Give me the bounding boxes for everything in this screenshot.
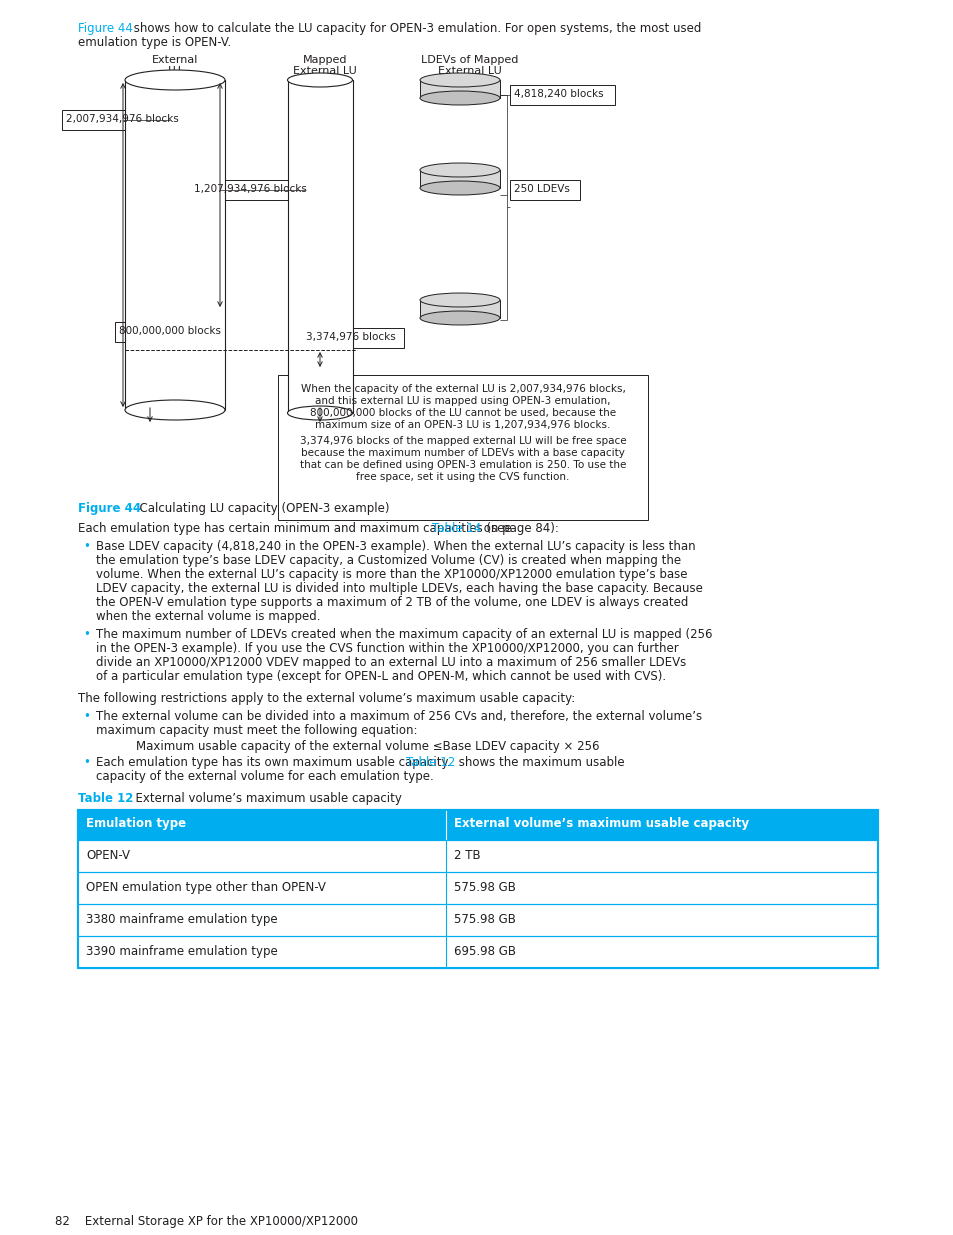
Text: •: •	[83, 756, 90, 769]
Bar	[419, 300, 499, 317]
Text: 575.98 GB: 575.98 GB	[454, 913, 516, 926]
Text: 82    External Storage XP for the XP10000/XP12000: 82 External Storage XP for the XP10000/X…	[55, 1215, 357, 1228]
Text: Maximum usable capacity of the external volume ≤Base LDEV capacity × 256: Maximum usable capacity of the external …	[136, 740, 598, 753]
Text: Each emulation type has certain minimum and maximum capacities (see: Each emulation type has certain minimum …	[78, 522, 515, 535]
Bar	[288, 80, 353, 412]
Text: LDEVs of Mapped: LDEVs of Mapped	[421, 56, 518, 65]
Bar	[78, 810, 877, 840]
Ellipse shape	[125, 400, 225, 420]
Text: Emulation type: Emulation type	[86, 818, 186, 830]
Ellipse shape	[419, 163, 499, 177]
Text: the emulation type’s base LDEV capacity, a Customized Volume (CV) is created whe: the emulation type’s base LDEV capacity,…	[96, 555, 680, 567]
Ellipse shape	[419, 73, 499, 86]
Bar	[190, 180, 305, 200]
Text: LU: LU	[168, 65, 182, 77]
Text: 3,374,976 blocks: 3,374,976 blocks	[306, 332, 395, 342]
Bar	[302, 329, 403, 348]
Text: Base LDEV capacity (4,818,240 in the OPEN-3 example). When the external LU’s cap: Base LDEV capacity (4,818,240 in the OPE…	[96, 540, 695, 553]
Text: the OPEN-V emulation type supports a maximum of 2 TB of the volume, one LDEV is : the OPEN-V emulation type supports a max…	[96, 597, 688, 609]
Text: •: •	[83, 540, 90, 553]
Text: 3380 mainframe emulation type: 3380 mainframe emulation type	[86, 913, 277, 926]
Text: 800,000,000 blocks: 800,000,000 blocks	[119, 326, 221, 336]
Text: •: •	[83, 710, 90, 722]
Ellipse shape	[125, 70, 225, 90]
Text: 3,374,976 blocks of the mapped external LU will be free space: 3,374,976 blocks of the mapped external …	[299, 436, 626, 446]
Text: and this external LU is mapped using OPEN-3 emulation,: and this external LU is mapped using OPE…	[314, 396, 610, 406]
Text: in the OPEN-3 example). If you use the CVS function within the XP10000/XP12000, : in the OPEN-3 example). If you use the C…	[96, 642, 678, 655]
Text: 2 TB: 2 TB	[454, 848, 480, 862]
Bar	[78, 810, 877, 968]
Ellipse shape	[419, 293, 499, 308]
Bar	[510, 85, 615, 105]
Text: Each emulation type has its own maximum usable capacity.: Each emulation type has its own maximum …	[96, 756, 454, 769]
Text: 3390 mainframe emulation type: 3390 mainframe emulation type	[86, 945, 277, 958]
Ellipse shape	[287, 406, 352, 420]
Text: 4,818,240 blocks: 4,818,240 blocks	[514, 89, 603, 99]
Text: External volume’s maximum usable capacity: External volume’s maximum usable capacit…	[128, 792, 401, 805]
Text: 1,207,934,976 blocks: 1,207,934,976 blocks	[193, 184, 307, 194]
Text: Mapped: Mapped	[302, 56, 347, 65]
Ellipse shape	[419, 182, 499, 195]
Bar	[510, 180, 579, 200]
Text: External LU: External LU	[437, 65, 501, 77]
Text: when the external volume is mapped.: when the external volume is mapped.	[96, 610, 320, 622]
Bar	[419, 170, 499, 188]
Text: OPEN-V: OPEN-V	[86, 848, 130, 862]
Text: •: •	[83, 629, 90, 641]
Ellipse shape	[419, 91, 499, 105]
Bar	[277, 375, 647, 520]
Text: Figure 44: Figure 44	[78, 501, 141, 515]
Text: Figure 44: Figure 44	[78, 22, 132, 35]
Bar	[125, 80, 225, 410]
Text: When the capacity of the external LU is 2,007,934,976 blocks,: When the capacity of the external LU is …	[300, 384, 625, 394]
Text: The external volume can be divided into a maximum of 256 CVs and, therefore, the: The external volume can be divided into …	[96, 710, 701, 722]
Bar	[115, 322, 223, 342]
Text: because the maximum number of LDEVs with a base capacity: because the maximum number of LDEVs with…	[301, 448, 624, 458]
Ellipse shape	[419, 311, 499, 325]
Bar	[62, 110, 170, 130]
Text: Table 14: Table 14	[432, 522, 481, 535]
Text: External volume’s maximum usable capacity: External volume’s maximum usable capacit…	[454, 818, 748, 830]
Text: emulation type is OPEN-V.: emulation type is OPEN-V.	[78, 36, 231, 49]
Text: 800,000,000 blocks of the LU cannot be used, because the: 800,000,000 blocks of the LU cannot be u…	[310, 408, 616, 417]
Text: free space, set it using the CVS function.: free space, set it using the CVS functio…	[355, 472, 569, 482]
Text: LDEV capacity, the external LU is divided into multiple LDEVs, each having the b: LDEV capacity, the external LU is divide…	[96, 582, 702, 595]
Text: on page 84):: on page 84):	[479, 522, 558, 535]
Text: 575.98 GB: 575.98 GB	[454, 881, 516, 894]
Text: capacity of the external volume for each emulation type.: capacity of the external volume for each…	[96, 769, 434, 783]
Bar	[419, 80, 499, 98]
Text: OPEN emulation type other than OPEN-V: OPEN emulation type other than OPEN-V	[86, 881, 326, 894]
Text: shows how to calculate the LU capacity for OPEN-3 emulation. For open systems, t: shows how to calculate the LU capacity f…	[130, 22, 700, 35]
Text: Calculating LU capacity (OPEN-3 example): Calculating LU capacity (OPEN-3 example)	[132, 501, 389, 515]
Text: The following restrictions apply to the external volume’s maximum usable capacit: The following restrictions apply to the …	[78, 692, 575, 705]
Text: volume. When the external LU’s capacity is more than the XP10000/XP12000 emulati: volume. When the external LU’s capacity …	[96, 568, 687, 580]
Ellipse shape	[287, 73, 352, 86]
Text: The maximum number of LDEVs created when the maximum capacity of an external LU : The maximum number of LDEVs created when…	[96, 629, 712, 641]
Text: 2,007,934,976 blocks: 2,007,934,976 blocks	[66, 114, 178, 124]
Text: External LU: External LU	[293, 65, 356, 77]
Text: that can be defined using OPEN-3 emulation is 250. To use the: that can be defined using OPEN-3 emulati…	[299, 459, 625, 471]
Text: 695.98 GB: 695.98 GB	[454, 945, 516, 958]
Text: 250 LDEVs: 250 LDEVs	[514, 184, 569, 194]
Text: External: External	[152, 56, 198, 65]
Text: shows the maximum usable: shows the maximum usable	[455, 756, 624, 769]
Text: Table 12: Table 12	[78, 792, 133, 805]
Text: maximum size of an OPEN-3 LU is 1,207,934,976 blocks.: maximum size of an OPEN-3 LU is 1,207,93…	[315, 420, 610, 430]
Text: Table 12: Table 12	[406, 756, 455, 769]
Text: of a particular emulation type (except for OPEN-L and OPEN-M, which cannot be us: of a particular emulation type (except f…	[96, 671, 665, 683]
Text: divide an XP10000/XP12000 VDEV mapped to an external LU into a maximum of 256 sm: divide an XP10000/XP12000 VDEV mapped to…	[96, 656, 685, 669]
Text: maximum capacity must meet the following equation:: maximum capacity must meet the following…	[96, 724, 417, 737]
